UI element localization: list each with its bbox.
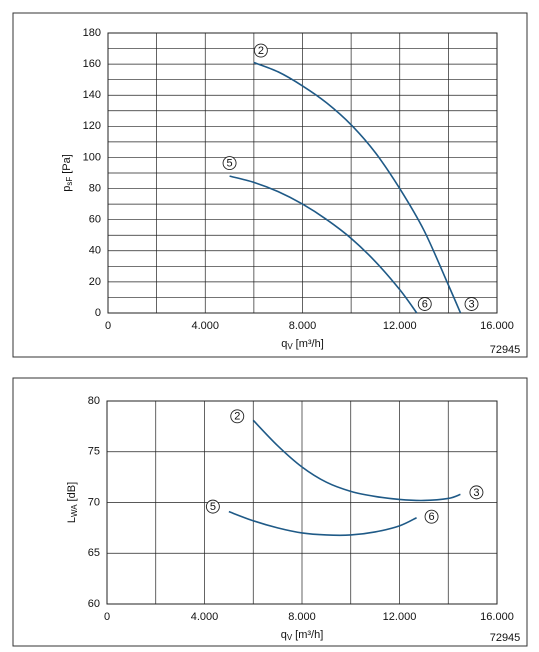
y-axis-label-sub: WA: [70, 504, 79, 517]
y-tick-label: 65: [88, 547, 100, 559]
curve-label: 3: [468, 298, 474, 310]
plot-frame: [106, 400, 498, 605]
y-axis-label-main: p: [61, 186, 73, 192]
x-tick-label: 0: [104, 611, 110, 623]
y-tick-label: 60: [89, 214, 101, 226]
y-tick-label: 160: [83, 58, 101, 70]
curve-marker-circle: [424, 509, 439, 524]
y-tick-label: 75: [88, 446, 100, 458]
y-axis-label: psF [Pa]: [61, 154, 74, 192]
figure-code: 72945: [490, 632, 521, 644]
plot-frame: [107, 32, 498, 314]
curve-label: 5: [210, 501, 216, 513]
x-axis-label-sub: V: [287, 342, 293, 351]
x-tick-label: 4.000: [191, 611, 219, 623]
x-tick-label: 8.000: [289, 320, 317, 332]
curve: [228, 510, 417, 537]
x-tick-label: 12.000: [383, 320, 417, 332]
curve-marker-circle: [230, 409, 245, 424]
y-axis-label-unit: [Pa]: [61, 154, 73, 174]
curve-marker-circle: [253, 43, 268, 58]
curve-label: 3: [473, 487, 479, 499]
x-tick-label: 8.000: [288, 611, 316, 623]
panel-frame: [12, 12, 528, 358]
curve: [253, 61, 462, 314]
curve: [252, 419, 461, 502]
y-axis-label: LWA [dB]: [66, 482, 79, 523]
curve-label: 6: [422, 298, 428, 310]
y-axis-label-sub: sF: [65, 177, 74, 186]
x-axis-label-main: q: [281, 629, 287, 641]
x-axis-label: qV [m³/h]: [281, 338, 324, 351]
x-tick-label: 12.000: [383, 611, 417, 623]
y-tick-label: 180: [83, 27, 101, 39]
y-tick-label: 80: [88, 395, 100, 407]
y-tick-label: 140: [83, 89, 101, 101]
x-tick-label: 16.000: [480, 611, 514, 623]
curve-label: 2: [234, 411, 240, 423]
x-axis-label-unit: [m³/h]: [295, 629, 323, 641]
panel-frame: [12, 377, 528, 647]
y-axis-label-unit: [dB]: [66, 482, 78, 502]
x-axis-label-sub: V: [287, 633, 293, 642]
figure-code: 72945: [490, 344, 521, 356]
y-tick-label: 60: [88, 598, 100, 610]
y-tick-label: 120: [83, 120, 101, 132]
x-tick-label: 16.000: [480, 320, 514, 332]
x-tick-label: 0: [105, 320, 111, 332]
x-tick-label: 4.000: [191, 320, 219, 332]
y-tick-label: 20: [89, 276, 101, 288]
x-axis-label-unit: [m³/h]: [296, 338, 324, 350]
x-axis-label: qV [m³/h]: [281, 629, 324, 642]
y-tick-label: 70: [88, 496, 100, 508]
y-axis-label-main: L: [66, 517, 78, 523]
curve-marker-circle: [417, 297, 432, 311]
curve-marker-circle: [205, 499, 220, 514]
y-tick-label: 0: [95, 307, 101, 319]
curve-marker-circle: [222, 156, 237, 171]
curve-label: 6: [429, 511, 435, 523]
curve: [229, 175, 418, 314]
curve-marker-circle: [464, 297, 479, 311]
x-axis-label-main: q: [281, 338, 287, 350]
curve-label: 5: [227, 158, 233, 170]
curve-marker-circle: [469, 485, 484, 500]
curve-label: 2: [258, 45, 264, 57]
y-tick-label: 80: [89, 182, 101, 194]
y-tick-label: 40: [89, 245, 101, 257]
y-tick-label: 100: [83, 151, 101, 163]
